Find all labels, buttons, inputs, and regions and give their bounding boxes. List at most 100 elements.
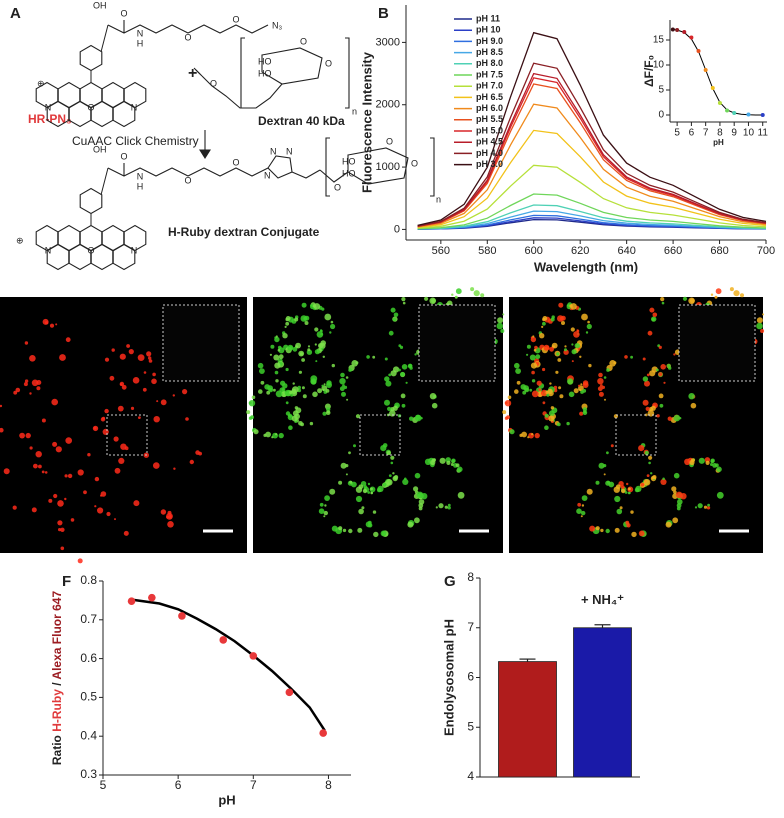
- vesicle: [104, 408, 109, 414]
- vesicle: [265, 431, 271, 438]
- vesicle: [529, 354, 536, 361]
- vesicle: [515, 368, 521, 374]
- atom: N: [264, 170, 271, 180]
- vesicle: [714, 295, 718, 299]
- vesicle: [331, 525, 338, 532]
- legend-label: pH 11: [476, 13, 500, 23]
- point: [746, 112, 751, 117]
- vesicle: [530, 362, 538, 369]
- atom: N: [137, 171, 144, 181]
- vesicle: [345, 376, 349, 379]
- vesicle: [689, 298, 695, 304]
- atom: N: [270, 146, 277, 156]
- vesicle: [534, 345, 538, 350]
- vesicle: [614, 527, 620, 533]
- vesicle: [568, 391, 575, 398]
- vesicle: [644, 413, 648, 417]
- bond: [319, 169, 349, 183]
- vesicle: [673, 490, 677, 495]
- legend-label: pH 7.0: [476, 81, 503, 91]
- atom: HO: [258, 68, 272, 78]
- vesicle: [251, 395, 256, 400]
- vesicle: [106, 511, 111, 517]
- x-tick-label: 580: [478, 245, 496, 257]
- vesicle: [292, 382, 295, 385]
- vesicle: [380, 530, 387, 537]
- vesicle: [557, 358, 562, 362]
- point: [249, 652, 258, 660]
- vesicle: [630, 510, 634, 514]
- vesicle: [326, 410, 330, 414]
- vesicle: [509, 429, 515, 435]
- vesicle: [454, 295, 458, 299]
- vesicle: [405, 381, 408, 384]
- atom: O: [210, 78, 217, 88]
- vesicle: [516, 380, 521, 385]
- vesicle: [589, 525, 596, 532]
- vesicle: [148, 356, 152, 360]
- line: [417, 83, 767, 228]
- vesicle: [399, 345, 404, 349]
- vesicle: [733, 290, 740, 297]
- vesicle: [133, 500, 140, 507]
- vesicle: [92, 425, 99, 432]
- vesicle: [698, 457, 705, 464]
- vesicle: [59, 354, 66, 361]
- bracket: [325, 137, 435, 197]
- legend-label: pH 7.5: [476, 69, 503, 79]
- vesicle: [41, 418, 46, 423]
- vesicle: [729, 287, 734, 292]
- vesicle: [384, 399, 390, 406]
- vesicle: [519, 433, 523, 437]
- vesicle: [642, 357, 646, 361]
- vesicle: [677, 499, 683, 505]
- vesicle: [284, 389, 292, 397]
- vesicle: [431, 402, 438, 409]
- atom: O: [411, 158, 418, 168]
- vesicle: [118, 457, 125, 464]
- vesicle: [24, 379, 29, 383]
- y-axis-label-part: Alexa Fluor 647: [50, 591, 64, 680]
- vesicle: [600, 528, 604, 533]
- line: [417, 129, 767, 229]
- line: [417, 72, 767, 227]
- vesicle: [707, 503, 710, 507]
- y-tick-label: 1000: [376, 161, 400, 173]
- vesicle: [582, 382, 589, 388]
- point: [710, 86, 715, 90]
- vesicle: [384, 357, 388, 361]
- vesicle: [404, 477, 407, 481]
- vesicle: [409, 416, 414, 421]
- vesicle: [278, 432, 284, 439]
- vesicle: [348, 368, 352, 372]
- vesicle: [658, 345, 662, 349]
- vesicle: [579, 388, 582, 392]
- vesicle: [3, 468, 10, 475]
- vesicle: [607, 480, 610, 484]
- vesicle: [288, 425, 293, 431]
- vesicle: [109, 375, 115, 381]
- vesicle: [569, 304, 573, 308]
- y-tick-label: 15: [653, 35, 665, 46]
- vesicle: [676, 506, 681, 511]
- vesicle: [531, 370, 535, 375]
- vesicle: [77, 558, 83, 564]
- vesicle: [362, 488, 368, 494]
- atom: O: [334, 182, 341, 192]
- vesicle: [579, 411, 584, 416]
- bond: [100, 24, 109, 53]
- vesicle: [51, 398, 58, 406]
- vesicle: [386, 450, 391, 456]
- y-tick-label: 0.5: [80, 690, 97, 704]
- vesicle: [439, 457, 446, 464]
- vesicle: [578, 384, 581, 387]
- arrowhead: [199, 149, 211, 160]
- vesicle: [394, 475, 399, 480]
- vesicle: [581, 313, 588, 321]
- vesicle: [413, 486, 419, 492]
- vesicle: [274, 362, 281, 369]
- vesicle: [682, 296, 688, 301]
- x-tick-label: 11: [758, 128, 769, 139]
- vesicle: [291, 388, 297, 395]
- vesicle: [585, 331, 589, 334]
